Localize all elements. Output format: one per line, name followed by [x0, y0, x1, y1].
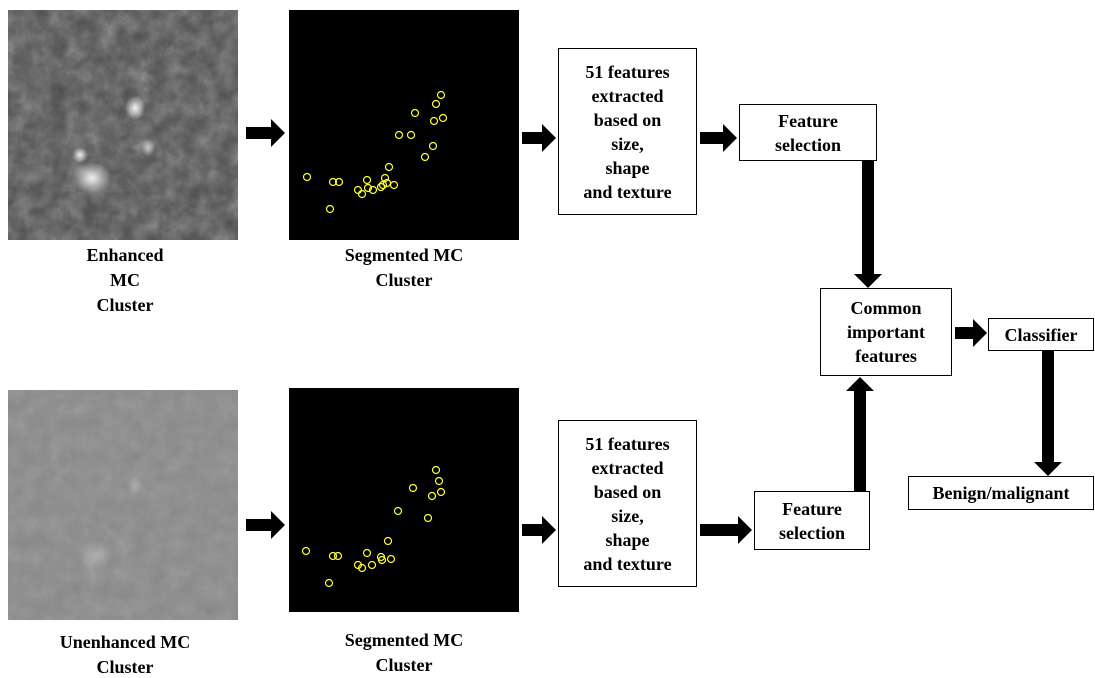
enhanced-image	[8, 10, 238, 240]
text-line: Cluster	[284, 268, 524, 293]
text-line: selection	[779, 521, 845, 545]
text-line: Cluster	[5, 655, 245, 678]
arrow	[522, 124, 556, 152]
text-line: Cluster	[5, 293, 245, 318]
segmented-image	[289, 10, 519, 240]
text-line: extracted	[592, 456, 664, 480]
arrow	[246, 511, 285, 539]
text-line: and texture	[583, 180, 671, 204]
text-line: size,	[611, 504, 643, 528]
text-line: important	[847, 320, 925, 344]
text-line: based on	[594, 480, 662, 504]
text-line: size,	[611, 132, 643, 156]
text-line: based on	[594, 108, 662, 132]
text-line: Cluster	[284, 653, 524, 678]
text-line: 51 features	[585, 432, 669, 456]
text-line: selection	[775, 133, 841, 157]
arrow	[700, 124, 737, 152]
output-box: Benign/malignant	[908, 476, 1094, 510]
text-line: shape	[605, 156, 649, 180]
text-line: extracted	[592, 84, 664, 108]
arrow	[846, 377, 874, 491]
arrow	[854, 161, 882, 288]
text-line: MC	[5, 268, 245, 293]
arrow	[1034, 351, 1062, 476]
arrow	[246, 119, 285, 147]
text-line: Common	[851, 296, 922, 320]
text-line: shape	[605, 528, 649, 552]
text-line: Classifier	[1005, 323, 1078, 347]
text-line: Segmented MC	[284, 628, 524, 653]
text-line: and texture	[583, 552, 671, 576]
arrow	[700, 516, 752, 544]
segmented-image	[289, 388, 519, 612]
text-line: 51 features	[585, 60, 669, 84]
text-line: Feature	[782, 497, 842, 521]
unenhanced-image	[8, 390, 238, 620]
text-line: Benign/malignant	[932, 481, 1069, 505]
text-line: features	[855, 344, 917, 368]
text-line: Unenhanced MC	[5, 630, 245, 655]
text-line: Segmented MC	[284, 243, 524, 268]
diagram: EnhancedMCCluster Segmented MCCluster Un…	[0, 0, 1095, 678]
text-line: Feature	[778, 109, 838, 133]
classifier-box: Classifier	[988, 318, 1094, 351]
text-line: Enhanced	[5, 243, 245, 268]
arrow	[522, 516, 556, 544]
arrow	[955, 319, 987, 347]
